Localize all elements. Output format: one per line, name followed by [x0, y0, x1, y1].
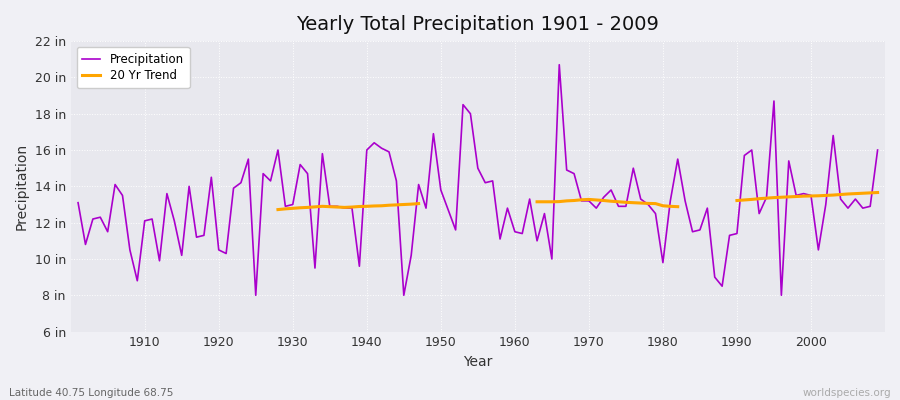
Line: Precipitation: Precipitation	[78, 65, 878, 295]
Precipitation	[554, 62, 564, 67]
Precipitation	[613, 204, 624, 209]
20 Yr Trend	[346, 205, 357, 210]
20 Yr Trend	[310, 204, 320, 209]
20 Yr Trend	[369, 204, 380, 208]
Precipitation	[73, 200, 84, 205]
Title: Yearly Total Precipitation 1901 - 2009: Yearly Total Precipitation 1901 - 2009	[296, 15, 660, 34]
Text: worldspecies.org: worldspecies.org	[803, 388, 891, 398]
20 Yr Trend	[317, 204, 328, 209]
20 Yr Trend	[399, 202, 410, 207]
Precipitation	[302, 171, 313, 176]
20 Yr Trend	[354, 204, 364, 209]
20 Yr Trend	[332, 205, 343, 210]
20 Yr Trend	[339, 205, 350, 210]
20 Yr Trend	[391, 202, 401, 207]
Line: 20 Yr Trend: 20 Yr Trend	[278, 204, 419, 210]
Precipitation	[509, 229, 520, 234]
Precipitation	[346, 206, 357, 210]
20 Yr Trend	[376, 203, 387, 208]
Y-axis label: Precipitation: Precipitation	[15, 143, 29, 230]
Precipitation	[517, 231, 527, 236]
20 Yr Trend	[273, 207, 284, 212]
20 Yr Trend	[406, 202, 417, 206]
20 Yr Trend	[383, 203, 394, 208]
20 Yr Trend	[287, 206, 298, 211]
20 Yr Trend	[362, 204, 373, 209]
Legend: Precipitation, 20 Yr Trend: Precipitation, 20 Yr Trend	[76, 47, 190, 88]
20 Yr Trend	[302, 205, 313, 210]
20 Yr Trend	[413, 201, 424, 206]
Precipitation	[872, 148, 883, 152]
Text: Latitude 40.75 Longitude 68.75: Latitude 40.75 Longitude 68.75	[9, 388, 174, 398]
20 Yr Trend	[295, 205, 306, 210]
Precipitation	[132, 278, 143, 283]
20 Yr Trend	[280, 206, 291, 211]
Precipitation	[250, 293, 261, 298]
20 Yr Trend	[324, 204, 335, 209]
X-axis label: Year: Year	[464, 355, 492, 369]
